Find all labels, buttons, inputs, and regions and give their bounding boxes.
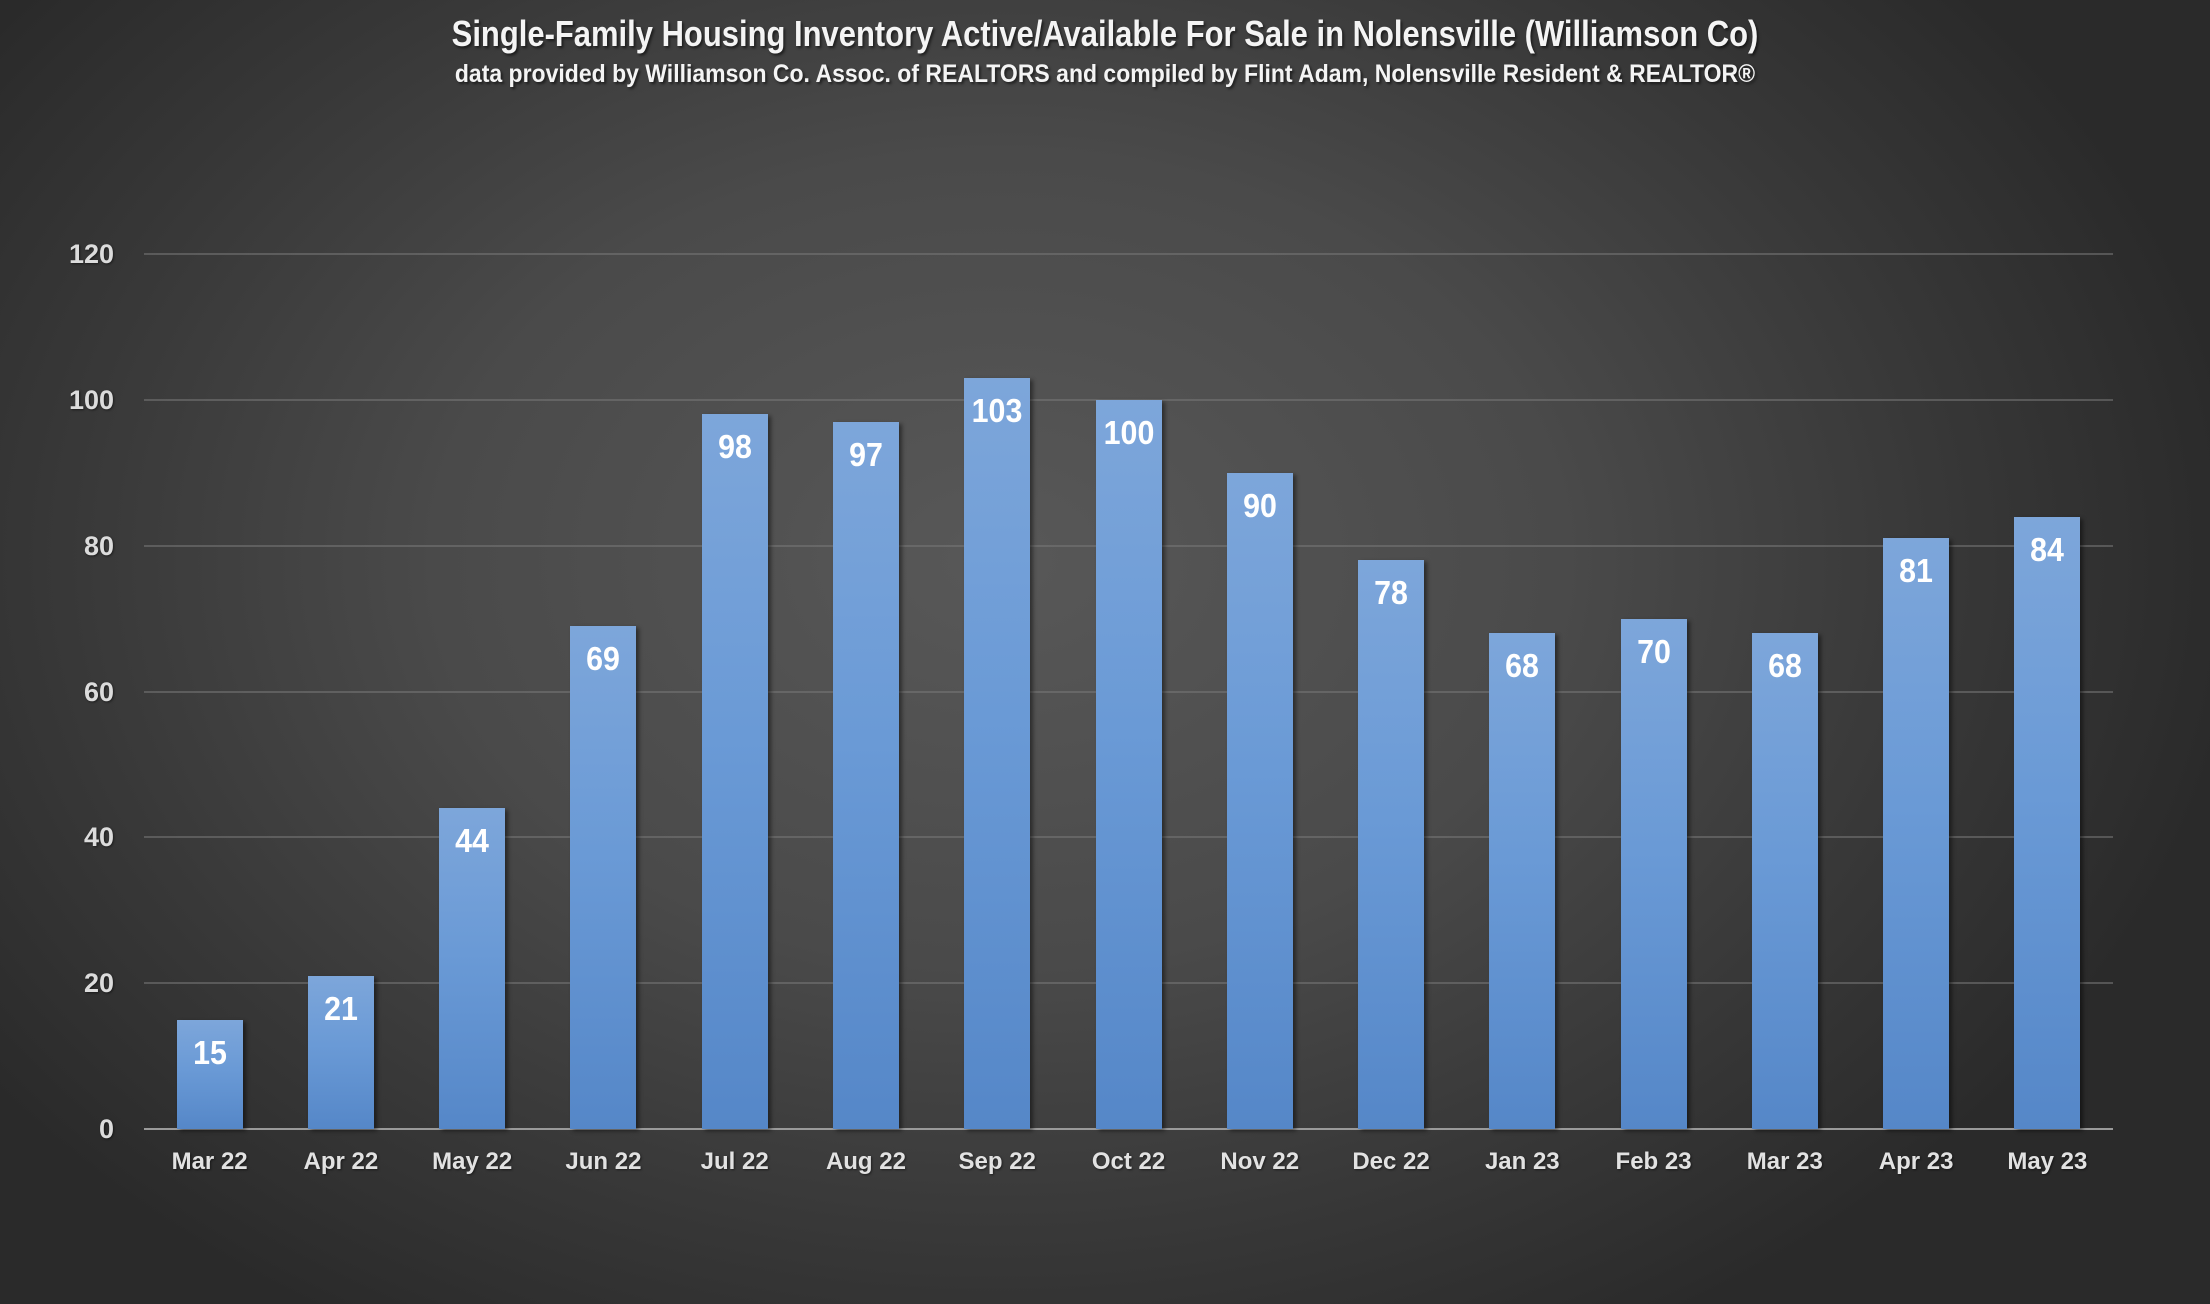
gridline <box>144 253 2113 255</box>
chart-title: Single-Family Housing Inventory Active/A… <box>451 13 1759 54</box>
y-tick-label: 40 <box>83 822 114 853</box>
bar-value-label: 68 <box>1505 647 1540 685</box>
y-tick-label: 100 <box>68 384 114 415</box>
y-tick-label: 0 <box>98 1114 114 1144</box>
bar-value-label: 44 <box>455 822 490 860</box>
x-tick-label: Nov 22 <box>1220 1148 1300 1175</box>
x-tick-label: Mar 22 <box>171 1148 248 1175</box>
bar: 84 <box>2014 516 2081 1129</box>
bar: 68 <box>1489 633 1556 1129</box>
bar: 97 <box>832 421 899 1129</box>
gridline <box>144 398 2113 401</box>
x-tick-label: Oct 22 <box>1091 1148 1166 1175</box>
bar: 15 <box>176 1019 243 1129</box>
plot-area: 15 21 44 69 98 97 103 100 90 78 68 70 68 81 84 <box>144 253 2113 1130</box>
bar: 21 <box>307 975 374 1129</box>
bar-value-label: 90 <box>1242 486 1277 524</box>
y-tick-label: 20 <box>83 968 114 999</box>
x-tick-label: Apr 22 <box>303 1148 379 1175</box>
x-tick-label: May 22 <box>432 1148 513 1175</box>
bar-value-label: 69 <box>586 639 621 677</box>
bar-value-label: 97 <box>849 435 883 473</box>
bar-value-label: 103 <box>971 391 1023 429</box>
bar-value-label: 21 <box>324 989 358 1027</box>
y-tick-label: 120 <box>68 239 114 269</box>
x-tick-label: Aug 22 <box>825 1148 906 1175</box>
x-tick-label: Apr 23 <box>1878 1148 1954 1175</box>
bar: 90 <box>1226 472 1293 1129</box>
x-tick-label: May 23 <box>2007 1148 2088 1175</box>
bar-value-label: 15 <box>192 1033 227 1071</box>
x-tick-label: Feb 23 <box>1615 1148 1692 1175</box>
bar: 68 <box>1751 633 1818 1129</box>
bar: 70 <box>1620 618 1687 1129</box>
x-tick-label: Dec 22 <box>1352 1148 1430 1175</box>
bar: 78 <box>1358 560 1425 1129</box>
bar: 103 <box>964 377 1031 1129</box>
y-tick-label: 80 <box>83 530 114 561</box>
x-tick-label: Jun 22 <box>565 1148 642 1175</box>
x-tick-label: Jan 23 <box>1484 1148 1560 1175</box>
bar: 98 <box>701 414 768 1129</box>
bar-value-label: 68 <box>1767 647 1802 685</box>
x-tick-label: Jul 22 <box>700 1148 769 1175</box>
bar-value-label: 98 <box>717 428 752 466</box>
bar-value-label: 100 <box>1103 413 1154 451</box>
bar: 81 <box>1883 538 1950 1129</box>
x-tick-label: Mar 23 <box>1746 1148 1823 1175</box>
x-tick-label: Sep 22 <box>958 1148 1036 1175</box>
bar-value-label: 84 <box>2030 530 2065 568</box>
bar-value-label: 70 <box>1636 632 1671 670</box>
chart-subtitle: data provided by Williamson Co. Assoc. o… <box>454 60 1756 88</box>
bar: 69 <box>570 625 637 1129</box>
bar-value-label: 81 <box>1899 552 1933 590</box>
x-axis-line <box>144 1128 2113 1130</box>
bar: 44 <box>439 808 506 1129</box>
y-tick-label: 60 <box>83 676 114 707</box>
bar-value-label: 78 <box>1374 574 1408 612</box>
bar: 100 <box>1095 399 1162 1129</box>
